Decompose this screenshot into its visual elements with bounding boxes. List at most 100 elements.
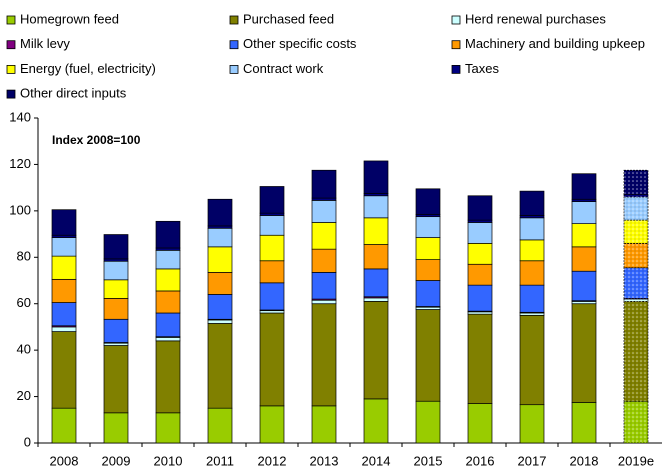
legend-label: Energy (fuel, electricity) <box>20 61 156 76</box>
x-tick-label: 2010 <box>154 453 183 466</box>
x-tick-label: 2009 <box>102 453 131 466</box>
bar-segment <box>311 248 337 273</box>
bar-segment <box>51 278 77 303</box>
legend-label: Other specific costs <box>243 36 357 51</box>
legend-label: Milk levy <box>20 36 70 51</box>
legend-swatch <box>6 89 16 99</box>
projection-pattern <box>624 220 648 244</box>
legend-label: Other direct inputs <box>20 86 127 101</box>
bar-segment <box>415 237 441 260</box>
bar-segment <box>51 326 77 332</box>
legend-label: Purchased feed <box>243 11 334 26</box>
bar-segment <box>519 260 545 286</box>
bar-segment <box>311 200 337 223</box>
legend-label: Taxes <box>465 61 499 76</box>
y-tick-label: 20 <box>17 388 31 403</box>
legend-swatch <box>451 40 461 50</box>
bar-segment <box>259 405 285 444</box>
bar-segment <box>155 290 181 314</box>
bar-segment <box>155 249 181 270</box>
bar-segment <box>571 173 597 200</box>
bar-segment <box>571 246 597 272</box>
bar-segment <box>571 223 597 248</box>
bar-segment <box>51 331 77 409</box>
bar-segment <box>259 186 285 214</box>
bar-segment <box>415 309 441 402</box>
bar-segment <box>467 263 493 286</box>
legend-swatch <box>6 40 16 50</box>
legend-swatch <box>6 15 16 25</box>
projection-pattern <box>624 301 648 402</box>
bar-segment <box>415 216 441 238</box>
bar-segment <box>363 301 389 400</box>
bar-segment <box>363 217 389 245</box>
bar-segment <box>363 268 389 298</box>
x-tick-label: 2014 <box>362 453 391 466</box>
legend-swatch <box>6 65 16 74</box>
bar-segment <box>363 398 389 444</box>
bar-segment <box>103 345 129 414</box>
bar-segment <box>363 297 389 302</box>
x-tick-label: 2016 <box>466 453 495 466</box>
bar-segment <box>155 220 181 249</box>
bar-segment <box>519 284 545 313</box>
bar-segment <box>467 403 493 444</box>
bar-segment <box>467 243 493 265</box>
legend-label: Herd renewal purchases <box>465 11 606 26</box>
bar-segment <box>415 400 441 444</box>
bar-segment <box>155 412 181 444</box>
x-tick-label: 2015 <box>414 453 443 466</box>
bar-segment <box>519 190 545 216</box>
bar-segment <box>103 412 129 444</box>
bar-segment <box>259 282 285 311</box>
bar-segment <box>103 234 129 260</box>
projection-pattern <box>624 267 648 299</box>
bar-segment <box>571 402 597 444</box>
bar-segment <box>207 246 233 273</box>
projection-pattern <box>624 196 648 221</box>
bar-segment <box>519 314 545 406</box>
projection-pattern <box>624 243 648 268</box>
x-tick-label: 2011 <box>206 453 234 466</box>
bar-segment <box>103 318 129 343</box>
bar-segment <box>571 303 597 403</box>
bar-segment <box>103 298 129 320</box>
bar-segment <box>259 312 285 407</box>
bar-segment <box>207 198 233 227</box>
legend-label: Contract work <box>243 61 324 76</box>
bar-segment <box>519 239 545 262</box>
bar-segment <box>51 209 77 236</box>
bar-segment <box>415 188 441 215</box>
bar-segment <box>207 227 233 248</box>
bar-segment <box>415 259 441 281</box>
bar-segment <box>363 244 389 270</box>
projection-pattern <box>624 194 648 197</box>
bar-segment <box>571 270 597 302</box>
bar-segment <box>311 169 337 199</box>
bar-segment <box>207 323 233 409</box>
bar-segment <box>467 284 493 312</box>
legend-label: Machinery and building upkeep <box>465 36 645 51</box>
bar-segment <box>51 237 77 257</box>
projection-pattern <box>624 299 648 302</box>
x-tick-label: 2013 <box>310 453 339 466</box>
bar-segment <box>155 268 181 292</box>
x-tick-label: 2008 <box>50 453 79 466</box>
legend-label: Homegrown feed <box>20 11 119 26</box>
bar-segment <box>103 260 129 281</box>
bar-segment <box>311 272 337 300</box>
y-tick-label: 60 <box>17 295 31 310</box>
bar-segment <box>519 404 545 444</box>
bar-segment <box>519 217 545 241</box>
bar-segment <box>207 407 233 444</box>
y-tick-label: 0 <box>24 434 31 449</box>
bar-segment <box>155 340 181 414</box>
bar-segment <box>467 195 493 221</box>
bar-segment <box>207 294 233 320</box>
legend-swatch <box>229 40 239 50</box>
bar-segment <box>311 303 337 407</box>
y-tick-label: 80 <box>17 249 31 264</box>
y-tick-label: 140 <box>9 109 31 124</box>
bar-segment <box>155 337 181 342</box>
